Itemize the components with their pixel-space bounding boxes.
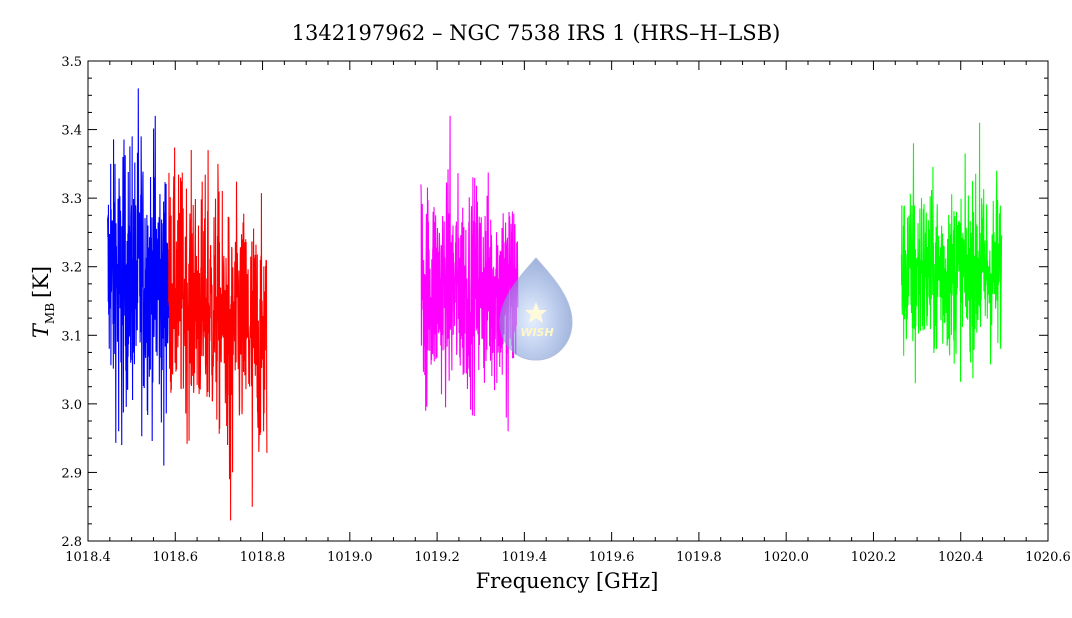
y-axis-label-unit: [K] bbox=[29, 266, 53, 298]
wish-star-icon bbox=[525, 302, 547, 323]
x-tick-label: 1019.2 bbox=[414, 550, 460, 565]
axes: 1018.4 1018.6 1018.8 1019.0 1019.2 1019.4 1019… bbox=[61, 55, 1070, 565]
y-tick-label: 3.0 bbox=[61, 398, 82, 413]
y-tick-label: 2.9 bbox=[61, 466, 82, 481]
y-tick-label: 3.1 bbox=[61, 329, 82, 344]
x-tick-label: 1019.6 bbox=[589, 550, 635, 565]
spectrum-series-1 bbox=[107, 88, 170, 466]
spectrum-series-4 bbox=[900, 122, 1003, 384]
y-axis-label-subscript: MB bbox=[43, 303, 57, 324]
y-tick-label: 3.2 bbox=[61, 261, 82, 276]
y-tick-label: 2.8 bbox=[61, 535, 82, 550]
y-tick-label: 3.5 bbox=[61, 55, 82, 70]
x-tick-label: 1018.4 bbox=[65, 550, 111, 565]
wish-logo-text: WISH bbox=[520, 326, 553, 339]
x-tick-label: 1020.4 bbox=[938, 550, 984, 565]
x-tick-label: 1020.0 bbox=[763, 550, 809, 565]
y-axis-label-symbol: T bbox=[29, 322, 53, 338]
y-tick-label: 3.3 bbox=[61, 192, 82, 207]
y-tick-label: 3.4 bbox=[61, 124, 82, 139]
x-tick-label: 1020.2 bbox=[851, 550, 897, 565]
x-tick-label: 1019.4 bbox=[502, 550, 548, 565]
x-tick-label: 1020.6 bbox=[1025, 550, 1071, 565]
y-axis-label: TMB [K] bbox=[29, 266, 57, 338]
wish-logo: WISH bbox=[499, 257, 573, 361]
x-tick-label: 1018.8 bbox=[240, 550, 286, 565]
x-tick-label: 1019.8 bbox=[676, 550, 722, 565]
svg-text:TMB[K]: TMB [K] bbox=[29, 266, 57, 338]
plot-area bbox=[107, 88, 1003, 521]
chart-title: 1342197962 – NGC 7538 IRS 1 (HRS–H–LSB) bbox=[292, 21, 781, 45]
x-tick-label: 1019.0 bbox=[327, 550, 373, 565]
x-axis-label: Frequency [GHz] bbox=[476, 569, 659, 593]
spectrum-series-3 bbox=[420, 115, 519, 432]
spectrum-series-2 bbox=[168, 147, 268, 521]
x-tick-label: 1018.6 bbox=[153, 550, 199, 565]
